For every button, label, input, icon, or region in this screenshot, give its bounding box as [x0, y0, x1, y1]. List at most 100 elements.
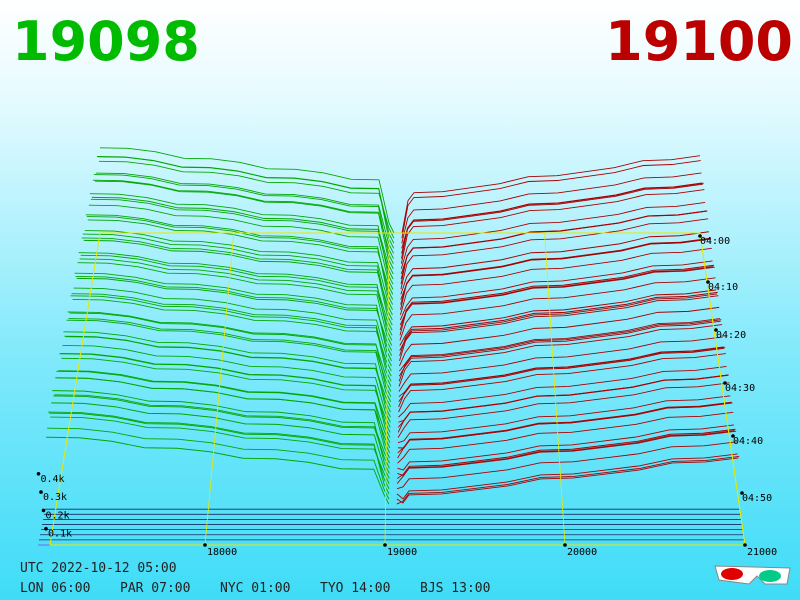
bid-depth-line [54, 394, 390, 464]
floor-frame [49, 232, 746, 546]
price-tick-label: 21000 [747, 547, 777, 558]
ask-depth-line [399, 247, 712, 315]
bid-depth-line [64, 335, 391, 413]
depth-tick-label: 0.4k [41, 474, 65, 485]
depth-tick-dot [44, 526, 48, 531]
ask-depth-line [399, 293, 718, 351]
bid-depth-line [67, 311, 392, 397]
ask-depth-line [398, 346, 726, 408]
bid-depth-line [97, 156, 395, 244]
ask-depth-line [399, 277, 716, 341]
ask-depth-line [397, 428, 736, 479]
zone-clock: TYO 14:00 [320, 581, 390, 596]
bid-depth-line [82, 233, 393, 321]
ask-depth-line [400, 238, 712, 310]
ask-depth-line [400, 210, 708, 285]
bid-depth-line [72, 298, 392, 372]
ask-depth-line [399, 260, 713, 321]
ask-depth-line [399, 295, 719, 361]
ask-depth-line [398, 353, 726, 413]
bid-depth-line [52, 390, 390, 474]
ask-depth-line [398, 336, 723, 392]
bid-depth-line [47, 427, 390, 500]
ask-depth-line [400, 189, 705, 264]
ask-depth-line [400, 201, 706, 269]
bid-depth-line [48, 411, 390, 495]
ask-depth-line [397, 411, 734, 464]
bid-depth-line [61, 357, 391, 428]
ask-depth-line [396, 441, 737, 490]
depth-tick-dot [39, 490, 43, 494]
price-tick-dot [563, 543, 567, 547]
ask-depth-line [397, 374, 729, 433]
bid-depth-line [68, 318, 392, 392]
ask-depth-line [397, 382, 730, 438]
bid-depth-line [91, 196, 394, 275]
price-tick [204, 232, 235, 546]
ask-depth-line [401, 172, 702, 244]
ask-depth-line [400, 218, 709, 290]
depth-layers [38, 147, 745, 546]
price-tick-dot [743, 543, 747, 547]
bid-depth-line [59, 353, 391, 438]
price-tick-dot [203, 543, 207, 547]
time-tick-label: 04:10 [708, 282, 738, 293]
time-tick-label: 04:50 [742, 493, 772, 504]
time-tick-dot [740, 491, 744, 495]
time-tick-label: 04:30 [725, 383, 755, 394]
price-tick [699, 232, 746, 546]
bid-depth-line [71, 293, 392, 377]
ask-depth-line [396, 430, 737, 484]
ask-depth-line [401, 160, 701, 239]
price-tick-label: 20000 [567, 547, 597, 558]
bid-depth-line [98, 160, 395, 239]
price-tick-label: 19000 [387, 547, 417, 558]
price-tick-label: 18000 [207, 547, 237, 558]
time-tick-dot [723, 381, 727, 385]
ask-depth-line [401, 183, 704, 254]
time-tick-dot [714, 328, 718, 332]
bid-depth-line [90, 198, 394, 280]
bid-depth-line [84, 230, 393, 310]
zone-clock: LON 06:00 [20, 581, 90, 596]
ask-depth-line [399, 306, 720, 367]
time-tick-label: 04:20 [716, 330, 746, 341]
bid-depth-line [51, 402, 390, 479]
bid-depth-line [53, 395, 390, 469]
bid-depth-line [55, 377, 391, 459]
bid-depth-line [46, 436, 390, 505]
ask-depth-line [399, 289, 717, 346]
ask-depth-line [397, 402, 733, 459]
ask-depth-line [398, 320, 721, 377]
ask-depth-line [398, 324, 723, 387]
ask-depth-line [397, 430, 735, 477]
ask-depth-line [401, 155, 701, 234]
time-tick-label: 04:00 [700, 236, 730, 247]
bid-depth-line [65, 336, 392, 408]
depth-tick-dot [41, 508, 46, 513]
ask-depth-line [399, 266, 715, 336]
bid-depth-line [73, 287, 392, 367]
bid-depth-line [74, 272, 392, 362]
bid-depth-line [85, 214, 394, 305]
bid-depth-line [81, 237, 393, 326]
time-tick-label: 04:40 [733, 436, 763, 447]
bid-depth-line [96, 156, 395, 249]
ask-depth-line [399, 266, 714, 326]
bid-depth-line [95, 172, 395, 254]
zone-clock: BJS 13:00 [420, 581, 490, 596]
ask-depth-line [400, 231, 709, 295]
bid-depth-line [75, 275, 393, 356]
bid-depth-line [56, 370, 391, 454]
price-tick [544, 232, 566, 546]
3d-glasses-toggle[interactable] [714, 565, 791, 585]
ask-price: 19100 [605, 10, 793, 73]
ask-depth-line [398, 347, 725, 403]
utc-clock: UTC 2022-10-12 05:00 [20, 561, 177, 576]
bid-depth-line [77, 262, 393, 346]
bid-price: 19098 [12, 10, 200, 73]
ask-depth-line [397, 424, 734, 471]
depth-tick-label: 0.2k [46, 510, 70, 521]
